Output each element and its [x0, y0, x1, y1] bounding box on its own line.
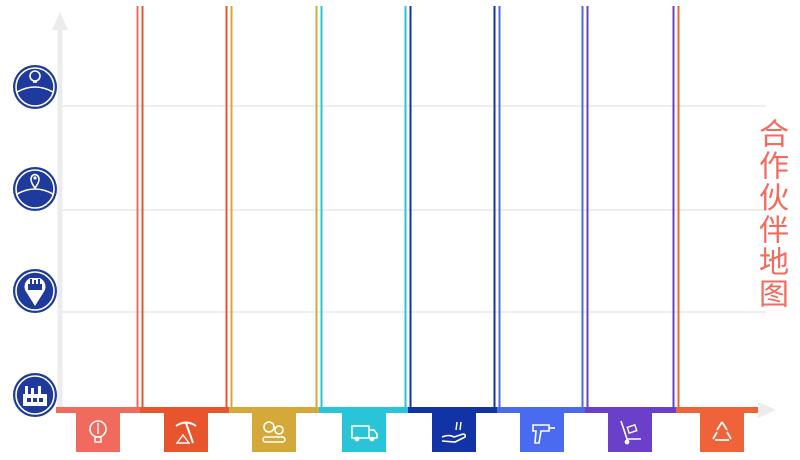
stage-tile-5	[432, 412, 476, 452]
globe-lightbulb-icon	[12, 64, 58, 110]
pickaxe-mining-icon	[164, 412, 208, 452]
diagram-title: 合作伙伴地图	[753, 118, 788, 310]
stage-tile-8	[700, 412, 744, 452]
factory-icon	[12, 372, 58, 418]
lightbulb-pencil-icon	[76, 412, 120, 452]
hand-money-icon	[432, 412, 476, 452]
stage-baseline-segment-6	[497, 407, 585, 413]
stage-baseline-segment-7	[585, 407, 676, 413]
globe-map-pin-icon	[12, 166, 58, 212]
stage-tile-6	[520, 412, 564, 452]
y-axis-arrow	[52, 12, 68, 30]
stage-columns	[136, 6, 680, 412]
axes	[52, 12, 68, 412]
grid-lines	[60, 105, 766, 313]
stage-baseline-segment-2	[140, 407, 229, 413]
gears-conveyor-icon	[252, 412, 296, 452]
stage-baseline-segment-1	[56, 407, 140, 413]
hand-truck-icon	[608, 412, 652, 452]
stage-baseline-segment-8	[676, 407, 760, 413]
factory-pin-icon	[12, 268, 58, 314]
x-axis-arrow	[758, 402, 776, 418]
power-drill-icon	[520, 412, 564, 452]
stage-baseline-segment-4	[319, 407, 408, 413]
stage-baseline	[56, 402, 776, 452]
delivery-van-icon	[342, 412, 386, 452]
stage-tile-3	[252, 412, 296, 452]
stage-baseline-segment-3	[229, 407, 319, 413]
recycle-icon	[700, 412, 744, 452]
stage-tile-7	[608, 412, 652, 452]
stage-baseline-segment-5	[408, 407, 497, 413]
stage-tile-2	[164, 412, 208, 452]
stage-tile-4	[342, 412, 386, 452]
